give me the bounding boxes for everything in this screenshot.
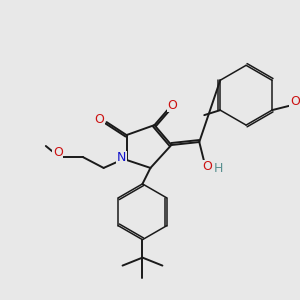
- Text: O: O: [95, 112, 105, 126]
- Text: H: H: [214, 162, 223, 176]
- Text: O: O: [167, 99, 177, 112]
- Text: O: O: [53, 146, 63, 160]
- Text: O: O: [290, 95, 300, 108]
- Text: O: O: [202, 160, 212, 173]
- Text: N: N: [117, 152, 126, 164]
